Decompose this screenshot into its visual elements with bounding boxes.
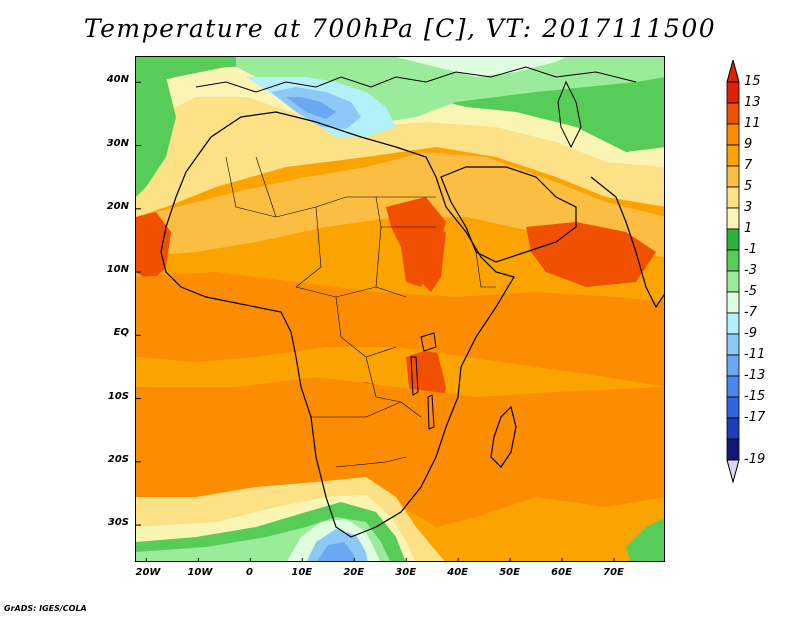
- lon-label-20W: 20W: [135, 567, 161, 578]
- lat-label-30N: 30N: [106, 137, 129, 149]
- legend-swatch--5: [726, 291, 740, 314]
- field-southeast-green: [626, 518, 664, 561]
- legend-label: 1: [744, 221, 753, 236]
- chart-title: Temperature at 700hPa [C], VT: 201711150…: [83, 14, 717, 43]
- legend-label: 15: [744, 74, 761, 89]
- legend-colorbar: [726, 58, 740, 484]
- field-turkey-cyan: [396, 57, 566, 77]
- legend-label: -15: [744, 389, 766, 404]
- lon-label-30E: 30E: [395, 567, 417, 578]
- caspian-coastline: [557, 80, 582, 149]
- legend-label: -11: [744, 347, 766, 362]
- legend-swatch-13: [726, 102, 740, 125]
- legend-label: -13: [744, 368, 766, 383]
- field-arabian-sea-hot: [526, 222, 656, 287]
- lat-label-10N: 10N: [106, 264, 129, 276]
- legend-swatch--1: [726, 249, 740, 272]
- legend-swatch-7: [726, 165, 740, 188]
- lat-label-EQ: EQ: [113, 327, 129, 339]
- lon-label-20E: 20E: [343, 567, 365, 578]
- india-coastline: [590, 176, 664, 309]
- legend-swatch-11: [726, 123, 740, 146]
- lat-label-10S: 10S: [107, 390, 129, 402]
- legend-swatch-5: [726, 186, 740, 209]
- lon-label-70E: 70E: [603, 567, 624, 578]
- field-eq-warm11: [136, 272, 664, 387]
- legend-swatch--11: [726, 354, 740, 377]
- legend-label: 7: [744, 158, 753, 173]
- lon-label-10W: 10W: [187, 567, 213, 578]
- legend-label: 5: [744, 179, 753, 194]
- country-borders: [225, 156, 496, 468]
- lat-label-20N: 20N: [106, 200, 129, 212]
- arabia-coastline: [440, 166, 577, 263]
- lon-label-50E: 50E: [499, 567, 520, 578]
- field-west-green-edge: [136, 77, 176, 197]
- legend-label: 3: [744, 200, 753, 215]
- lon-label-0: 0: [246, 567, 253, 578]
- lon-label-60E: 60E: [551, 567, 572, 578]
- legend-label: -5: [744, 284, 757, 299]
- color-legend: 15 13 11 9 7 5 3 1 -1 -3 -5 -7 -9 -11 -13 -15 -17 -19: [722, 58, 792, 560]
- legend-swatch-1: [726, 228, 740, 251]
- lake-tanganyika: [410, 356, 419, 396]
- legend-label: -3: [744, 263, 757, 278]
- longitude-tick-marks: [145, 558, 615, 561]
- legend-swatch--15: [726, 396, 740, 419]
- lon-label-40E: 40E: [447, 567, 468, 578]
- madagascar-coastline: [490, 405, 517, 468]
- legend-swatch--19: [726, 438, 740, 461]
- legend-swatch--7: [726, 312, 740, 335]
- lat-label-20S: 20S: [107, 453, 129, 465]
- legend-bottom-arrow: [726, 459, 740, 484]
- legend-label: 9: [744, 137, 753, 152]
- latitude-tick-marks: [136, 81, 141, 526]
- legend-label: -17: [744, 410, 766, 425]
- lake-malawi: [427, 394, 435, 430]
- legend-label: -1: [744, 242, 757, 257]
- legend-swatch-15: [726, 81, 740, 104]
- field-south-warm11: [136, 377, 664, 527]
- field-west-africa-hot: [136, 212, 171, 282]
- lon-label-10E: 10E: [291, 567, 313, 578]
- field-ethiopia-hot: [421, 227, 446, 292]
- legend-label: 11: [744, 116, 761, 131]
- legend-label: -7: [744, 305, 757, 320]
- legend-swatch-3: [726, 207, 740, 230]
- legend-swatch--17: [726, 417, 740, 440]
- legend-label: -19: [744, 452, 766, 467]
- field-south-blue2: [317, 542, 356, 561]
- africa-coastline: [160, 111, 515, 538]
- legend-swatch--9: [726, 333, 740, 356]
- lat-label-30S: 30S: [107, 517, 129, 529]
- legend-swatch-9: [726, 144, 740, 167]
- lake-victoria: [420, 332, 437, 352]
- map-panel: [135, 56, 665, 562]
- legend-swatch--13: [726, 375, 740, 398]
- legend-label: -9: [744, 326, 757, 341]
- field-med-blue2: [286, 97, 336, 119]
- legend-swatch--3: [726, 270, 740, 293]
- europe-coastline: [195, 66, 637, 93]
- temperature-field-map: [136, 57, 664, 561]
- footer-credit: GrADS: IGES/COLA: [4, 604, 87, 613]
- legend-label: 13: [744, 95, 761, 110]
- legend-top-arrow: [726, 58, 740, 83]
- lat-label-40N: 40N: [106, 74, 129, 86]
